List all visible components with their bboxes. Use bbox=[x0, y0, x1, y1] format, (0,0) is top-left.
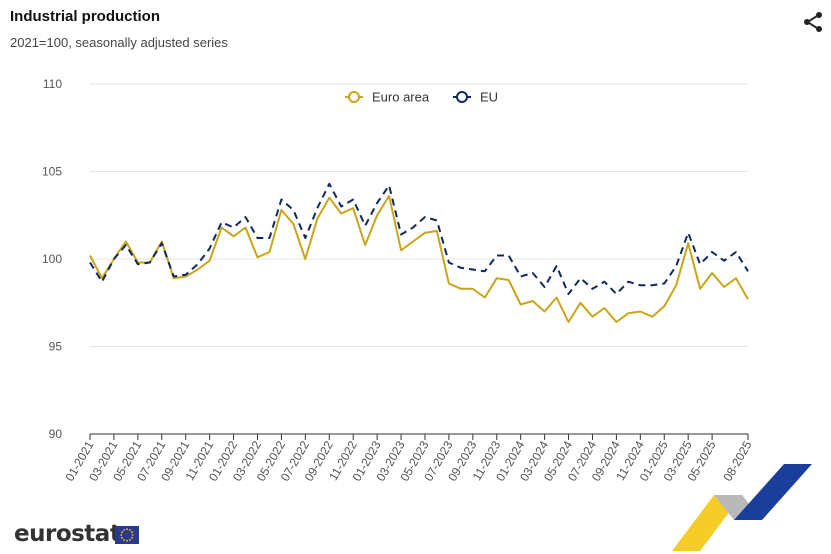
share-icon[interactable] bbox=[801, 10, 825, 34]
y-tick-label: 90 bbox=[49, 427, 63, 441]
x-tick-label: 08-2025 bbox=[720, 438, 754, 483]
legend-item-euro-area[interactable]: Euro area bbox=[345, 90, 430, 105]
y-axis-ticks: 90 95 100 105 110 bbox=[42, 77, 62, 441]
series-line-euro-area[interactable] bbox=[89, 195, 749, 323]
eu-flag-icon bbox=[115, 526, 139, 544]
series-line-eu[interactable] bbox=[89, 182, 749, 295]
legend-label-eu: EU bbox=[480, 90, 498, 105]
y-tick-label: 100 bbox=[42, 252, 62, 266]
decorative-chevron bbox=[672, 464, 812, 551]
eurostat-logo: eurostat bbox=[14, 521, 121, 547]
y-tick-label: 110 bbox=[43, 77, 62, 91]
y-tick-label: 105 bbox=[42, 165, 62, 179]
series-lines bbox=[89, 182, 749, 323]
legend-item-eu[interactable]: EU bbox=[453, 90, 498, 105]
legend: Euro area EU bbox=[345, 90, 498, 105]
chart-title: Industrial production bbox=[10, 8, 160, 25]
legend-label-euro-area: Euro area bbox=[372, 90, 430, 105]
x-axis: 01-202103-202105-202107-202109-202111-20… bbox=[62, 433, 755, 484]
y-tick-label: 95 bbox=[49, 340, 63, 354]
grid-lines bbox=[90, 83, 748, 435]
chart-subtitle: 2021=100, seasonally adjusted series bbox=[10, 35, 228, 50]
